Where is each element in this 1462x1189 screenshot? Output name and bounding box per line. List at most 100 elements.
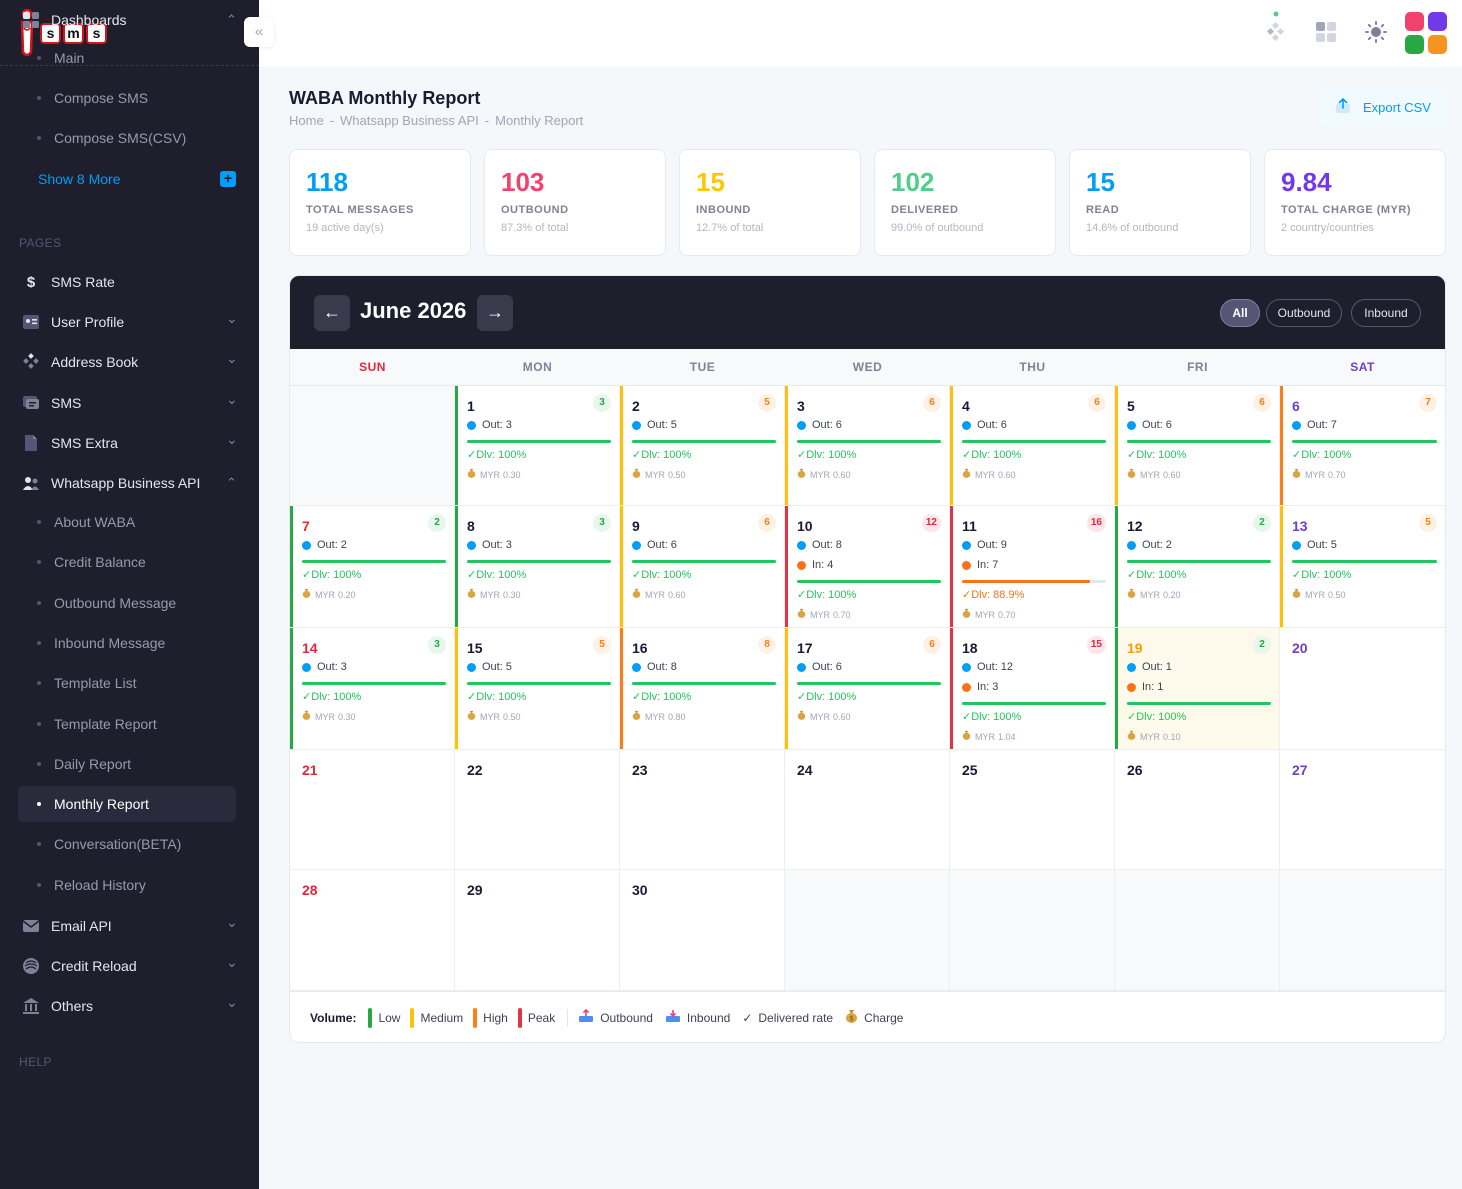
help-heading: HELP	[19, 1055, 52, 1069]
calendar-day-5[interactable]: 5 6 Out: 6 ✓Dlv: 100% MYR 0.60	[1115, 386, 1280, 506]
calendar-day-28[interactable]: 28	[290, 870, 455, 991]
sidebar-item-whatsapp-business-api[interactable]: Whatsapp Business API ⌃	[18, 465, 237, 501]
charge-value: 0.30	[503, 470, 521, 480]
breadcrumb-current: Monthly Report	[495, 113, 584, 128]
calendar-day-12[interactable]: 12 2 Out: 2 ✓Dlv: 100% MYR 0.20	[1115, 506, 1280, 628]
sidebar-item-email-api-label: Email API	[51, 918, 112, 934]
sidebar-waba-reload-history[interactable]: Reload History	[18, 867, 236, 903]
day-number: 25	[962, 762, 978, 778]
calendar-day-23[interactable]: 23	[620, 750, 785, 870]
filter-all-button[interactable]: All	[1220, 299, 1260, 327]
sidebar-waba-outbound-message[interactable]: Outbound Message	[18, 585, 236, 621]
bullet-dot	[37, 560, 41, 565]
sidebar-waba-monthly-report[interactable]: Monthly Report	[18, 786, 236, 823]
stat-label: OUTBOUND	[501, 204, 569, 216]
sidebar-item-address-book[interactable]: Address Book ⌄	[18, 344, 238, 380]
day-total-badge: 5	[758, 394, 776, 412]
sidebar-waba-template-list[interactable]: Template List	[18, 665, 236, 701]
volume-bar	[1280, 386, 1283, 505]
calendar-day-20[interactable]: 20	[1280, 628, 1445, 750]
calendar-day-11[interactable]: 11 16 Out: 9 In: 7 ✓Dlv: 88.9% MYR 0.70	[950, 506, 1115, 628]
outbound-dot	[962, 420, 971, 430]
calendar-day-26[interactable]: 26	[1115, 750, 1280, 870]
inbound-dot	[962, 682, 971, 692]
calendar-day-7[interactable]: 7 2 Out: 2 ✓Dlv: 100% MYR 0.20	[290, 506, 455, 628]
calendar-day-19[interactable]: 19 2 Out: 1 In: 1 ✓Dlv: 100% MYR 0.10	[1115, 628, 1280, 750]
logo-area: s m s	[0, 0, 259, 66]
export-csv-button[interactable]: Export CSV	[1319, 88, 1445, 126]
sidebar-waba-credit-balance[interactable]: Credit Balance	[18, 544, 236, 580]
sidebar-item-dashboards[interactable]: Dashboards ⌃	[18, 2, 237, 38]
sun-theme-icon[interactable]	[1364, 20, 1388, 44]
prev-month-button[interactable]: ←	[314, 295, 350, 331]
sidebar-item-others[interactable]: Others ⌄	[18, 988, 238, 1024]
calendar-day-29[interactable]: 29	[455, 870, 620, 991]
outbound-label: Out:	[482, 539, 503, 551]
charge-value: 0.10	[1163, 732, 1181, 742]
calendar-day-17[interactable]: 17 6 Out: 6 ✓Dlv: 100% MYR 0.60	[785, 628, 950, 750]
calendar-day-10[interactable]: 10 12 Out: 8 In: 4 ✓Dlv: 100% MYR 0.70	[785, 506, 950, 628]
sidebar-waba-about-waba[interactable]: About WABA	[18, 504, 236, 540]
calendar-day-27[interactable]: 27	[1280, 750, 1445, 870]
delivered-rate: ✓Dlv: 100%	[797, 588, 856, 601]
apps-menu-icon[interactable]	[1405, 12, 1447, 54]
sidebar-item-sms-rate[interactable]: $ SMS Rate	[18, 264, 236, 300]
calendar-day-21[interactable]: 21	[290, 750, 455, 870]
sidebar-item-credit-reload[interactable]: Credit Reload ⌄	[18, 948, 238, 984]
delivered-rate: ✓Dlv: 88.9%	[962, 588, 1024, 601]
outbound-dot	[797, 540, 806, 550]
sidebar-subitem-2[interactable]: Compose SMS(CSV)	[18, 120, 236, 156]
calendar-day-25[interactable]: 25	[950, 750, 1115, 870]
calendar-day-6[interactable]: 6 7 Out: 7 ✓Dlv: 100% MYR 0.70	[1280, 386, 1445, 506]
calendar-day-1[interactable]: 1 3 Out: 3 ✓Dlv: 100% MYR 0.30	[455, 386, 620, 506]
calendar-day-3[interactable]: 3 6 Out: 6 ✓Dlv: 100% MYR 0.60	[785, 386, 950, 506]
volume-bar	[620, 386, 623, 505]
calendar-day-4[interactable]: 4 6 Out: 6 ✓Dlv: 100% MYR 0.60	[950, 386, 1115, 506]
breadcrumb-home[interactable]: Home	[289, 113, 324, 128]
calendar-day-16[interactable]: 16 8 Out: 8 ✓Dlv: 100% MYR 0.80	[620, 628, 785, 750]
calendar-day-13[interactable]: 13 5 Out: 5 ✓Dlv: 100% MYR 0.50	[1280, 506, 1445, 628]
grid-icon[interactable]	[1314, 20, 1338, 44]
outbound-dot	[1292, 540, 1301, 550]
sidebar-waba-daily-report[interactable]: Daily Report	[18, 746, 236, 782]
sidebar-waba-template-report[interactable]: Template Report	[18, 706, 236, 742]
calendar-day-18[interactable]: 18 15 Out: 12 In: 3 ✓Dlv: 100% MYR 1.04	[950, 628, 1115, 750]
calendar-day-15[interactable]: 15 5 Out: 5 ✓Dlv: 100% MYR 0.50	[455, 628, 620, 750]
sidebar-collapse-button[interactable]: «	[244, 17, 274, 47]
sidebar-subitem-0[interactable]: Main	[18, 40, 236, 76]
outbound-label: Out:	[1142, 539, 1163, 551]
day-number: 24	[797, 762, 813, 778]
sidebar-subitem-1[interactable]: Compose SMS	[18, 80, 236, 116]
sidebar-item-email-api[interactable]: Email API ⌄	[18, 908, 238, 944]
sidebar-waba-inbound-message[interactable]: Inbound Message	[18, 625, 236, 661]
calendar-day-14[interactable]: 14 3 Out: 3 ✓Dlv: 100% MYR 0.30	[290, 628, 455, 750]
sidebar-item-sms[interactable]: SMS ⌄	[18, 385, 238, 421]
next-month-button[interactable]: →	[477, 295, 513, 331]
brand-logo[interactable]: s m s	[18, 8, 107, 58]
sidebar-item-sms-extra[interactable]: SMS Extra ⌄	[18, 425, 238, 461]
breadcrumb-waba[interactable]: Whatsapp Business API	[340, 113, 479, 128]
delivered-label: ✓Dlv:	[1292, 569, 1321, 581]
outbound-tray-icon	[578, 1008, 594, 1026]
filter-inbound-button[interactable]: Inbound	[1351, 299, 1421, 327]
calendar-day-24[interactable]: 24	[785, 750, 950, 870]
filter-outbound-button[interactable]: Outbound	[1266, 299, 1342, 327]
money-bag-icon	[1292, 588, 1301, 600]
day-total-badge: 6	[923, 394, 941, 412]
show-more-link[interactable]: Show 8 More +	[38, 171, 236, 187]
chevron-down-icon: ⌄	[226, 914, 238, 930]
charge-currency: MYR	[1140, 590, 1160, 600]
sidebar-item-user-profile[interactable]: User Profile ⌄	[18, 304, 238, 340]
money-bag-icon	[302, 588, 311, 600]
calendar-day-8[interactable]: 8 3 Out: 3 ✓Dlv: 100% MYR 0.30	[455, 506, 620, 628]
delivered-rate: ✓Dlv: 100%	[1292, 568, 1351, 581]
network-icon[interactable]	[1264, 11, 1288, 44]
day-number: 27	[1292, 762, 1308, 778]
checkmark-icon: ✓	[742, 1010, 753, 1025]
calendar-day-30[interactable]: 30	[620, 870, 785, 991]
calendar-day-2[interactable]: 2 5 Out: 5 ✓Dlv: 100% MYR 0.50	[620, 386, 785, 506]
sidebar-waba-conversation-beta-[interactable]: Conversation(BETA)	[18, 826, 236, 862]
calendar-day-22[interactable]: 22	[455, 750, 620, 870]
calendar-day-9[interactable]: 9 6 Out: 6 ✓Dlv: 100% MYR 0.60	[620, 506, 785, 628]
outbound-value: 5	[505, 661, 512, 673]
